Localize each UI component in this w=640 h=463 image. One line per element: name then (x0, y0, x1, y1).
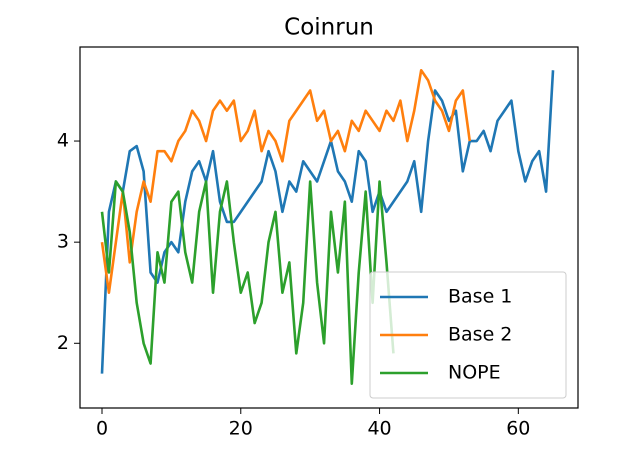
x-tick-label: 0 (96, 418, 108, 440)
x-tick-label: 60 (506, 418, 530, 440)
y-tick-label: 3 (57, 231, 69, 253)
legend-label: Base 1 (448, 286, 512, 308)
series-line (100, 180, 395, 386)
series-line (100, 70, 555, 374)
chart-title: Coinrun (284, 15, 374, 41)
legend: Base 1 Base 2 NOPE (369, 271, 567, 399)
series-line (100, 68, 472, 295)
legend-label: NOPE (448, 362, 501, 384)
legend-label: Base 2 (448, 324, 512, 346)
y-tick-label: 2 (57, 332, 69, 354)
x-tick-label: 40 (367, 418, 391, 440)
plot-frame (79, 46, 579, 409)
legend-box (369, 271, 567, 399)
x-tick-label: 20 (229, 418, 253, 440)
y-tick-label: 4 (57, 130, 69, 152)
